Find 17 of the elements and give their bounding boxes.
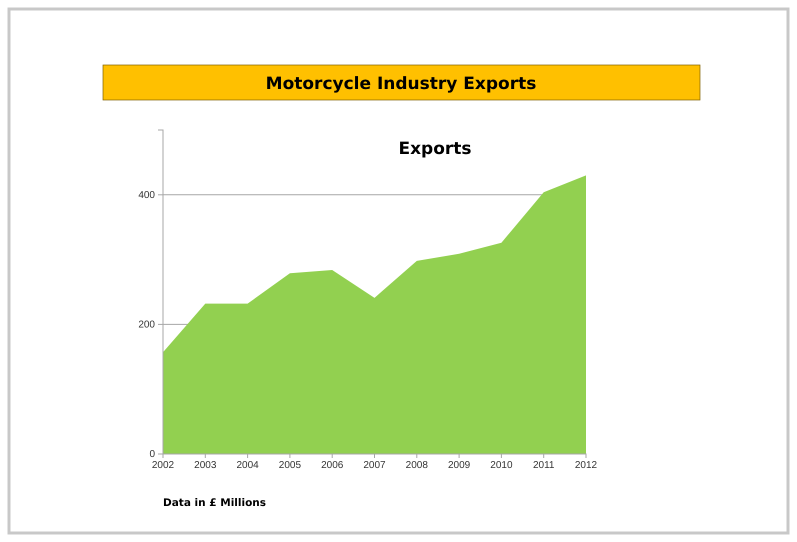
text: Exports — [398, 139, 472, 159]
text: Data in £ Millions — [163, 497, 266, 509]
y-tick-label: 200 — [138, 320, 156, 331]
x-tick-label: 2007 — [363, 460, 386, 472]
x-tick-label: 2008 — [406, 460, 428, 472]
y-tick-label: 0 — [149, 449, 156, 460]
x-tick-label: 2003 — [194, 460, 217, 472]
x-tick-label: 2010 — [490, 460, 513, 472]
x-tick-label: 2005 — [278, 460, 302, 472]
chart-title: Motorcycle Industry Exports — [266, 74, 536, 94]
x-tick-label: 2012 — [574, 460, 598, 472]
y-tick-label: 400 — [138, 190, 156, 201]
x-tick-label: 2009 — [448, 460, 471, 472]
x-tick-label: 2011 — [532, 460, 555, 472]
x-tick-label: 2004 — [236, 460, 260, 472]
x-tick-label: 2002 — [152, 460, 175, 472]
x-tick-label: 2006 — [321, 460, 344, 472]
